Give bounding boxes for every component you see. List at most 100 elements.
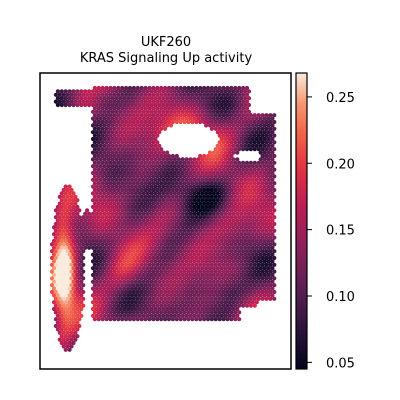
tissue-spot (165, 238, 170, 244)
tissue-spot (116, 201, 121, 206)
tissue-spot (204, 225, 209, 230)
tissue-spot (118, 89, 123, 94)
tissue-spot (102, 238, 107, 244)
tissue-spot (264, 181, 269, 186)
tissue-spot (137, 300, 142, 305)
tissue-spot (104, 269, 109, 274)
tissue-spot (118, 170, 123, 176)
tissue-spot (202, 113, 207, 118)
tissue-spot (229, 228, 234, 233)
tissue-spot (112, 160, 117, 165)
tissue-spot (165, 157, 170, 162)
tissue-spot (231, 130, 236, 135)
tissue-spot (102, 286, 107, 291)
tissue-spot (186, 262, 191, 267)
tissue-spot (94, 259, 99, 264)
tissue-spot (248, 255, 253, 261)
tissue-spot (221, 317, 226, 322)
tissue-spot (133, 136, 138, 142)
tissue-spot (221, 147, 226, 152)
tissue-spot (172, 157, 177, 162)
tissue-spot (155, 92, 160, 97)
tissue-spot (270, 286, 275, 291)
tissue-spot (131, 119, 136, 125)
tissue-spot (235, 130, 240, 135)
tissue-spot (250, 123, 255, 128)
tissue-spot (194, 221, 199, 227)
tissue-spot (244, 194, 250, 199)
tissue-spot (227, 245, 232, 250)
tissue-spot (168, 238, 174, 244)
tissue-spot (272, 249, 277, 254)
tissue-spot (250, 204, 255, 210)
tissue-spot (209, 255, 214, 261)
tissue-spot (116, 174, 121, 179)
tissue-spot (223, 96, 228, 101)
tissue-spot (159, 235, 164, 240)
tissue-spot (98, 218, 103, 223)
tissue-spot (120, 303, 125, 308)
tissue-spot (223, 245, 228, 250)
tissue-spot (137, 109, 142, 114)
tissue-spot (157, 218, 162, 223)
tissue-spot (229, 85, 234, 91)
tissue-spot (135, 208, 140, 213)
tissue-spot (227, 96, 232, 101)
tissue-spot (190, 283, 195, 288)
tissue-spot (213, 289, 218, 295)
tissue-spot (133, 238, 138, 244)
tissue-spot (96, 276, 101, 281)
tissue-spot (260, 194, 265, 199)
tissue-spot (221, 255, 226, 261)
tissue-spot (178, 249, 183, 254)
tissue-spot (92, 269, 97, 274)
tissue-spot (149, 123, 154, 128)
tissue-spot (122, 136, 127, 142)
tissue-spot (149, 204, 154, 210)
tissue-spot (198, 262, 203, 267)
tissue-spot (114, 286, 119, 291)
tissue-spot (272, 235, 277, 240)
tissue-spot (180, 259, 185, 264)
tissue-spot (153, 96, 158, 101)
tissue-spot (122, 245, 127, 250)
tissue-spot (157, 130, 162, 135)
tissue-spot (127, 194, 133, 199)
tissue-spot (223, 211, 228, 216)
tissue-spot (116, 289, 121, 295)
tissue-spot (182, 201, 187, 206)
tissue-spot (63, 320, 68, 325)
tissue-spot (73, 99, 78, 104)
tissue-spot (237, 310, 242, 315)
tissue-spot (161, 177, 166, 182)
tissue-spot (137, 211, 142, 216)
tissue-spot (266, 286, 271, 291)
tissue-spot (83, 218, 88, 223)
tissue-spot (211, 300, 216, 305)
tissue-spot (180, 204, 185, 210)
tissue-spot (223, 102, 228, 108)
tissue-spot (163, 167, 168, 172)
tissue-spot (65, 330, 70, 335)
tissue-spot (147, 242, 152, 247)
tissue-spot (243, 252, 248, 257)
tissue-spot (100, 119, 105, 125)
tissue-spot (260, 283, 265, 288)
tissue-spot (116, 235, 121, 240)
tissue-spot (168, 123, 174, 128)
tissue-spot (174, 187, 179, 193)
tissue-spot (260, 147, 265, 152)
tissue-spot (53, 228, 59, 233)
tissue-spot (100, 194, 105, 199)
tissue-spot (122, 293, 127, 298)
tissue-spot (143, 174, 148, 179)
tissue-spot (129, 177, 135, 182)
tissue-spot (81, 235, 86, 240)
tissue-spot (233, 235, 238, 240)
tissue-spot (98, 245, 103, 250)
tissue-spot (71, 191, 76, 196)
tissue-spot (266, 279, 271, 284)
tissue-spot (159, 167, 164, 172)
tissue-spot (192, 279, 197, 284)
tissue-spot (268, 126, 273, 131)
